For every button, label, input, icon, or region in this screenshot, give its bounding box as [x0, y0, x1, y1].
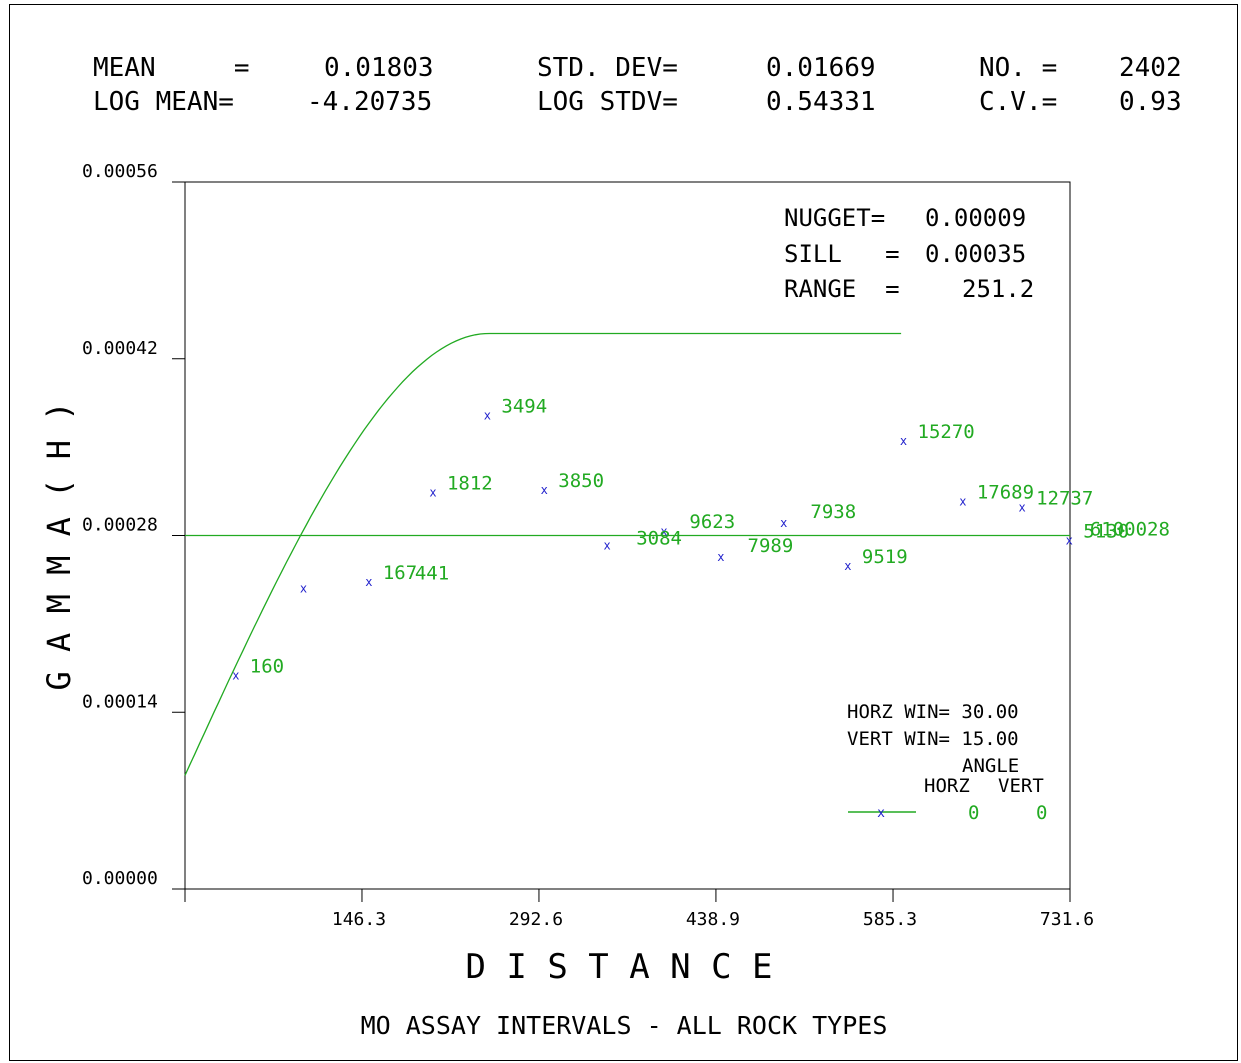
pair-count-label: 3084	[636, 527, 682, 549]
range-label: RANGE =	[784, 275, 900, 303]
nugget-label: NUGGET=	[784, 204, 885, 232]
sill-value: 0.00035	[925, 240, 1026, 268]
data-point-marker: x	[780, 516, 787, 530]
data-point-marker: x	[1018, 501, 1025, 515]
vert-win-text: VERT WIN= 15.00	[847, 728, 1019, 750]
horz-label: HORZ	[924, 775, 970, 797]
data-point-marker: x	[541, 483, 548, 497]
vert-label: VERT	[998, 775, 1044, 797]
sill-label: SILL =	[784, 240, 900, 268]
std-label: STD. DEV=	[537, 53, 678, 83]
chart-title: MO ASSAY INTERVALS - ALL ROCK TYPES	[361, 1011, 888, 1040]
y-tick-label: 0.00056	[82, 161, 158, 182]
logmean-label: LOG MEAN=	[93, 87, 234, 117]
y-tick-label: 0.00028	[82, 515, 158, 536]
x-axis-title: D I S T A N C E	[465, 947, 772, 987]
mean-value: 0.01803	[324, 53, 434, 83]
logstd-label: LOG STDV=	[537, 87, 678, 117]
cv-value: 0.93	[1119, 87, 1182, 117]
model-curve	[184, 332, 902, 776]
x-tick-label: 146.3	[332, 909, 386, 930]
range-value: 251.2	[962, 275, 1034, 303]
legend-marker-swatch: x	[877, 806, 885, 821]
data-point-marker: x	[300, 582, 307, 596]
axes-layer: 0.00000 0.00014 0.00028 0.00042 0.00056 146.3…	[82, 161, 1094, 930]
model-parameters: NUGGET= 0.00009 SILL = 0.00035 RANGE = 2…	[784, 204, 1034, 303]
cv-label: C.V.=	[979, 87, 1057, 117]
data-point-marker: x	[232, 669, 239, 683]
stats-header: MEAN = 0.01803 STD. DEV= 0.01669 NO. = 2…	[93, 53, 1182, 117]
data-point-label: 12737	[1036, 488, 1093, 510]
angle-label: ANGLE	[962, 755, 1019, 777]
pair-count-label: 9623	[689, 511, 735, 533]
curve-layer	[184, 332, 1070, 776]
x-tick-label: 585.3	[863, 909, 917, 930]
nugget-value: 0.00009	[925, 204, 1026, 232]
data-point-marker: x	[660, 525, 667, 539]
logmean-value: -4.20735	[307, 87, 432, 117]
x-tick-label: 731.6	[1040, 909, 1094, 930]
data-point-marker: x	[429, 486, 436, 500]
legend-horz-value: 0	[968, 802, 979, 824]
horz-win-text: HORZ WIN= 30.00	[847, 701, 1019, 723]
x-tick-label: 292.6	[509, 909, 563, 930]
data-point-marker: x	[844, 559, 851, 573]
legend: HORZ WIN= 30.00 VERT WIN= 15.00 ANGLE HO…	[847, 701, 1047, 824]
data-point-label: 15270	[918, 421, 975, 443]
pair-count-label: 6100028	[1090, 519, 1170, 541]
no-value: 2402	[1119, 53, 1182, 83]
data-point-marker: x	[1066, 534, 1073, 548]
legend-vert-value: 0	[1036, 802, 1047, 824]
y-axis-title: G A M M A ( H )	[40, 402, 78, 691]
y-tick-label: 0.00042	[82, 338, 158, 359]
pair-count-label: 7989	[748, 535, 794, 557]
chart-frame	[9, 4, 1238, 1061]
pair-count-label: 441	[415, 563, 449, 585]
points-layer: x 160 x x 167 x 1812 x 3494 x 3850 x x x x x 9519 x 15270 x…	[232, 396, 1170, 683]
pair-count-label: 7938	[810, 501, 856, 523]
std-value: 0.01669	[766, 53, 876, 83]
data-point-label: 3850	[558, 470, 604, 492]
y-tick-label: 0.00014	[82, 691, 158, 712]
data-point-marker: x	[604, 539, 611, 553]
data-point-label: 160	[250, 656, 284, 678]
data-point-label: 5130	[1083, 521, 1129, 543]
y-tick-label: 0.00000	[82, 868, 158, 889]
data-point-marker: x	[365, 575, 372, 589]
data-point-label: 17689	[977, 481, 1034, 503]
data-point-label: 9519	[862, 546, 908, 568]
data-point-label: 1812	[447, 473, 493, 495]
data-point-marker: x	[484, 409, 491, 423]
data-point-marker: x	[717, 550, 724, 564]
data-point-marker: x	[959, 494, 966, 508]
x-tick-label: 438.9	[686, 909, 740, 930]
logstd-value: 0.54331	[766, 87, 876, 117]
mean-label: MEAN =	[93, 53, 250, 83]
data-point-label: 167	[383, 562, 417, 584]
data-point-label: 3494	[501, 396, 547, 418]
no-label: NO. =	[979, 53, 1057, 83]
data-point-marker: x	[900, 434, 907, 448]
